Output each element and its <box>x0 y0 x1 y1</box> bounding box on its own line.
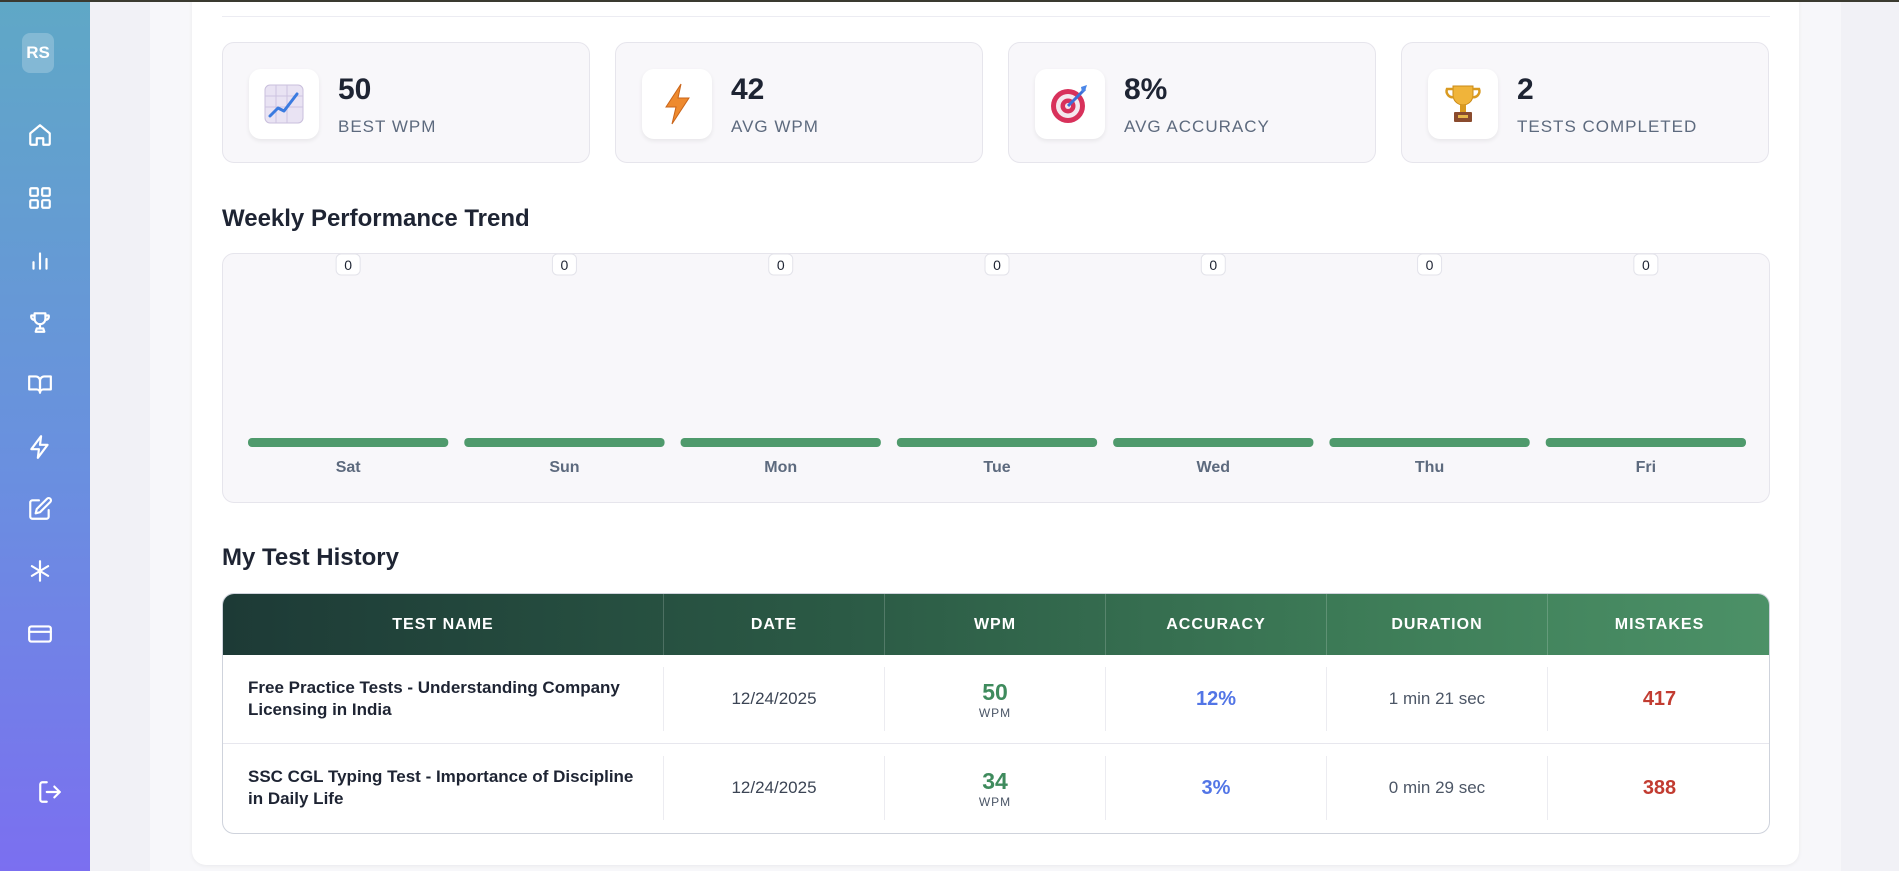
x-tick-label-wed: Wed <box>1197 459 1230 476</box>
sidebar-item-billing[interactable] <box>20 614 60 654</box>
test-history-title: My Test History <box>222 544 399 571</box>
lightning-icon <box>642 69 712 139</box>
trophy-icon <box>30 312 50 333</box>
bar-chart-icon <box>32 252 48 270</box>
value-label-bg <box>768 254 794 276</box>
x-tick-label-fri: Fri <box>1636 459 1656 476</box>
sidebar: RS <box>0 0 90 871</box>
wpm-value: 50 <box>982 678 1008 705</box>
x-tick-label-sat: Sat <box>336 459 362 476</box>
bar-thu[interactable] <box>1329 438 1530 447</box>
credit-card-icon <box>28 625 52 643</box>
sidebar-item-dashboard[interactable] <box>20 178 60 218</box>
value-label-bg <box>1633 254 1659 276</box>
value-label-bg <box>1417 254 1443 276</box>
date-cell: 12/24/2025 <box>664 667 885 731</box>
x-tick-label-sun: Sun <box>549 459 579 476</box>
x-tick-label-mon: Mon <box>764 459 797 476</box>
weekly-trend-chart: 0 Sat 0 Sun 0 Mon 0 Tue 0 Wed 0 Thu 0 Fri <box>222 253 1770 503</box>
value-label-fri: 0 <box>1642 257 1650 273</box>
value-label-bg <box>984 254 1010 276</box>
trophy-icon <box>1428 69 1498 139</box>
lightning-icon <box>30 435 49 459</box>
table-row[interactable]: Free Practice Tests - Understanding Comp… <box>223 655 1769 743</box>
panel-divider <box>222 16 1770 17</box>
wpm-unit: WPM <box>978 794 1012 809</box>
accuracy-cell: 3% <box>1106 756 1327 820</box>
book-icon <box>28 375 52 394</box>
logout-icon <box>39 781 61 803</box>
mistakes-cell: 417 <box>1642 687 1677 710</box>
value-label-sun: 0 <box>561 257 569 273</box>
sidebar-item-home[interactable] <box>20 115 60 155</box>
wpm-cell: 50 WPM <box>885 667 1106 731</box>
x-tick-label-tue: Tue <box>983 459 1010 476</box>
wpm-value: 34 <box>982 767 1008 794</box>
column-header-test-name[interactable]: TEST NAME <box>223 594 664 655</box>
weekly-trend-title: Weekly Performance Trend <box>222 205 530 232</box>
test-name-cell: Free Practice Tests - Understanding Comp… <box>223 667 664 731</box>
value-label-thu: 0 <box>1426 257 1434 273</box>
sidebar-item-lessons[interactable] <box>20 364 60 404</box>
value-label-tue: 0 <box>993 257 1001 273</box>
chart-up-icon <box>249 69 319 139</box>
bar-fri[interactable] <box>1545 438 1746 447</box>
table-header: TEST NAME DATE WPM ACCURACY DURATION MIS… <box>223 594 1769 655</box>
value-label-wed: 0 <box>1209 257 1217 273</box>
test-history-table: TEST NAME DATE WPM ACCURACY DURATION MIS… <box>222 593 1770 834</box>
stat-label: TESTS COMPLETED <box>1517 117 1698 136</box>
sidebar-item-speed-test[interactable] <box>20 427 60 467</box>
mistakes-cell: 388 <box>1642 776 1677 799</box>
table-row[interactable]: SSC CGL Typing Test - Importance of Disc… <box>223 743 1769 831</box>
stat-card-tests-completed: 2 TESTS COMPLETED <box>1401 42 1769 163</box>
accuracy-cell: 12% <box>1106 667 1327 731</box>
value-label-bg <box>1200 254 1226 276</box>
test-name-cell: SSC CGL Typing Test - Importance of Disc… <box>223 756 664 820</box>
bar-tue[interactable] <box>896 438 1098 447</box>
value-label-bg <box>335 254 361 276</box>
stat-value: 8% <box>1124 73 1168 106</box>
bar-mon[interactable] <box>680 438 881 447</box>
value-label-sat: 0 <box>344 257 352 273</box>
stat-label: BEST WPM <box>338 117 437 136</box>
grid-icon <box>29 187 51 209</box>
stat-value: 42 <box>731 73 765 106</box>
logout-button[interactable] <box>30 772 70 812</box>
value-label-mon: 0 <box>777 257 785 273</box>
top-strip <box>0 0 1899 2</box>
column-header-accuracy[interactable]: ACCURACY <box>1106 594 1327 655</box>
stat-card-best-wpm: 50 BEST WPM <box>222 42 590 163</box>
weekly-chart-svg: 0 Sat 0 Sun 0 Mon 0 Tue 0 Wed 0 Thu 0 Fri <box>248 254 1746 476</box>
stat-label: AVG WPM <box>731 117 819 136</box>
x-tick-label-thu: Thu <box>1415 459 1444 476</box>
sidebar-item-settings[interactable] <box>20 551 60 591</box>
bar-sun[interactable] <box>464 438 665 447</box>
wpm-unit: WPM <box>978 705 1012 720</box>
stat-value: 50 <box>338 73 372 106</box>
stat-card-avg-wpm: 42 AVG WPM <box>615 42 983 163</box>
stat-label: AVG ACCURACY <box>1124 117 1270 136</box>
asterisk-icon <box>30 560 50 582</box>
sidebar-item-leaderboard[interactable] <box>20 302 60 342</box>
bar-wed[interactable] <box>1113 438 1314 447</box>
value-label-bg <box>551 254 577 276</box>
bar-sat[interactable] <box>248 438 449 447</box>
stat-value: 2 <box>1517 73 1534 106</box>
wpm-cell: 34 WPM <box>885 756 1106 820</box>
duration-cell: 0 min 29 sec <box>1327 756 1548 820</box>
stat-card-avg-accuracy: 8% AVG ACCURACY <box>1008 42 1376 163</box>
column-header-mistakes[interactable]: MISTAKES <box>1614 615 1705 633</box>
duration-cell: 1 min 21 sec <box>1327 667 1548 731</box>
edit-icon <box>29 497 52 520</box>
sidebar-item-practice[interactable] <box>20 489 60 529</box>
avatar[interactable]: RS <box>22 33 54 73</box>
column-header-wpm[interactable]: WPM <box>885 594 1106 655</box>
sidebar-item-statistics[interactable] <box>20 240 60 280</box>
target-icon <box>1035 69 1105 139</box>
date-cell: 12/24/2025 <box>664 756 885 820</box>
home-icon <box>29 124 51 146</box>
column-header-duration[interactable]: DURATION <box>1327 594 1548 655</box>
column-header-date[interactable]: DATE <box>664 594 885 655</box>
